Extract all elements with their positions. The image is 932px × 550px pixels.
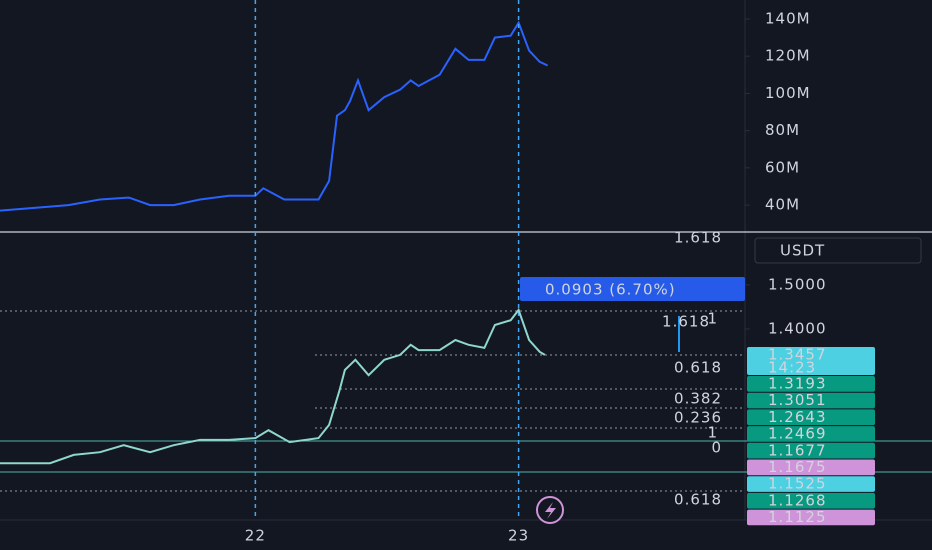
x-tick-label: 23 bbox=[508, 527, 529, 545]
y-tick-label: 1.5000 bbox=[768, 275, 827, 293]
y-tick-label: 140M bbox=[765, 9, 811, 27]
price-badge bbox=[747, 492, 875, 509]
y-tick-label: 120M bbox=[765, 47, 811, 65]
price-badge-text: 1.3051 bbox=[768, 391, 827, 409]
measure-badge bbox=[520, 277, 745, 301]
fib-label: 1.618 bbox=[674, 229, 722, 247]
price-badge bbox=[747, 509, 875, 526]
price-badge bbox=[747, 347, 875, 375]
currency-label[interactable]: USDT bbox=[780, 242, 825, 260]
line-series bbox=[0, 20, 549, 212]
y-tick-label: 60M bbox=[765, 158, 800, 176]
y-tick-label: 1.4000 bbox=[768, 319, 827, 337]
fib-label: 0.618 bbox=[674, 491, 722, 509]
price-badge-text: 1.1675 bbox=[768, 458, 827, 476]
price-badge-text: 1.3193 bbox=[768, 375, 827, 393]
line-series bbox=[0, 307, 546, 465]
measure-text: 0.0903 (6.70%) bbox=[545, 281, 676, 299]
price-badge-text: 1.1677 bbox=[768, 441, 827, 459]
price-badge bbox=[747, 376, 875, 392]
y-tick-label: 80M bbox=[765, 121, 800, 139]
price-badge-text: 1.1525 bbox=[768, 475, 827, 493]
fib-label: 0.382 bbox=[674, 390, 722, 408]
x-tick-label: 22 bbox=[245, 527, 266, 545]
y-tick-label: 40M bbox=[765, 196, 800, 214]
price-badge bbox=[747, 442, 875, 459]
price-badge-sub: 14:23 bbox=[768, 359, 816, 377]
y-tick-label: 100M bbox=[765, 84, 811, 102]
fib-label: 1 bbox=[707, 310, 718, 328]
price-badge bbox=[747, 476, 875, 492]
price-badge bbox=[747, 392, 875, 409]
fib-label: 0.236 bbox=[674, 409, 722, 427]
price-badge-text: 1.2643 bbox=[768, 408, 827, 426]
currency-button[interactable] bbox=[754, 237, 922, 264]
price-badge bbox=[747, 409, 875, 426]
flash-icon bbox=[545, 502, 556, 519]
price-badge bbox=[747, 426, 875, 442]
fib-label: 1 bbox=[707, 424, 718, 442]
fib-lines bbox=[0, 310, 745, 492]
price-badge-text: 1.2469 bbox=[768, 425, 827, 443]
fib-label: 0.618 bbox=[674, 359, 722, 377]
fib-label: 0 bbox=[711, 439, 722, 457]
price-badge-text: 1.1268 bbox=[768, 491, 827, 509]
price-badge-text: 1.1125 bbox=[768, 508, 827, 526]
fib-label: 1.618 bbox=[662, 313, 710, 331]
price-badge bbox=[747, 459, 875, 476]
price-badge-text: 1.3457 bbox=[768, 346, 827, 364]
